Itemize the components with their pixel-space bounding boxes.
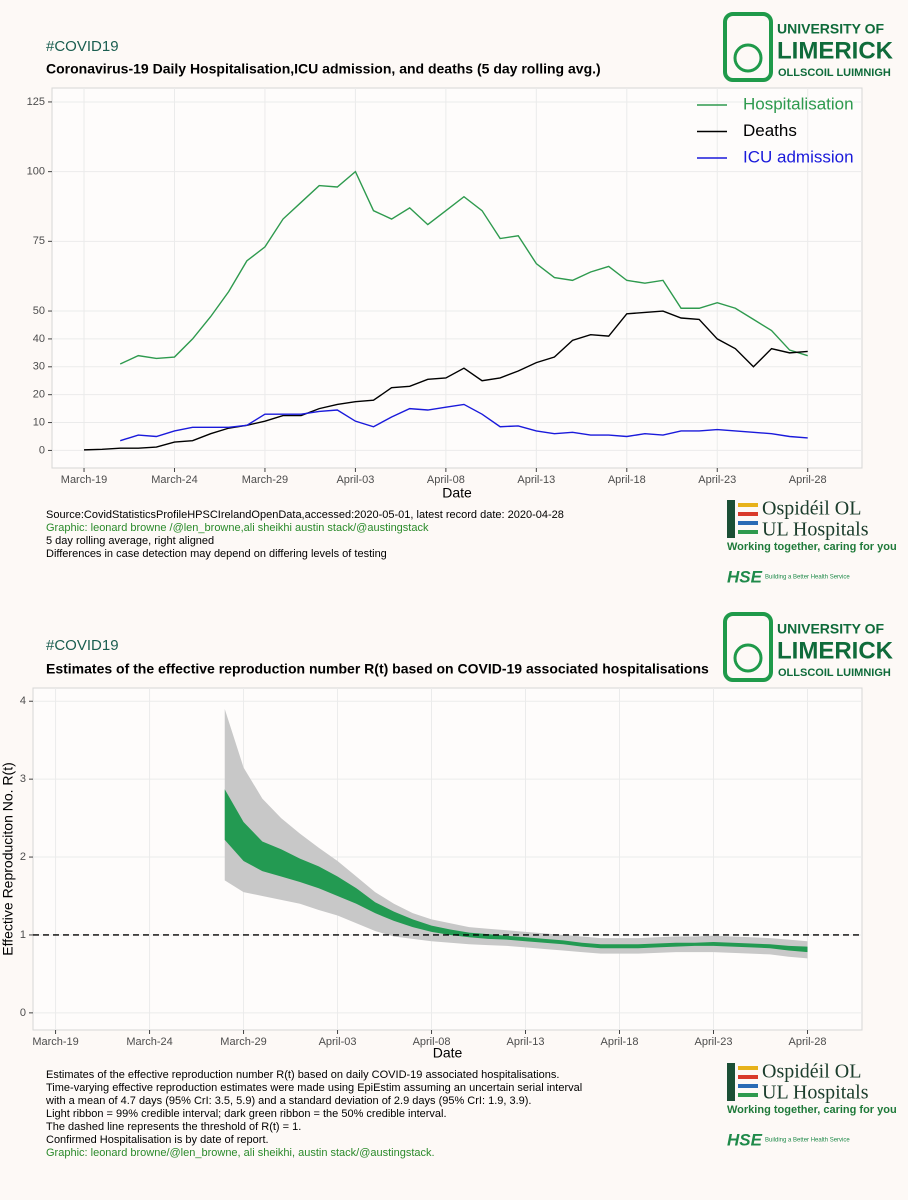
x-tick-label: April-13 <box>517 474 555 486</box>
x-tick-label: April-03 <box>336 474 374 486</box>
logo-text: LIMERICK <box>777 637 894 664</box>
y-tick-label: 20 <box>33 389 45 401</box>
x-tick-label: March-29 <box>220 1036 266 1048</box>
ul-emblem <box>733 43 763 73</box>
hospital-emblem <box>738 530 758 534</box>
x-tick-label: March-19 <box>32 1036 78 1048</box>
x-tick-label: April-28 <box>789 1036 827 1048</box>
logo-text: UL Hospitals <box>762 519 869 541</box>
x-tick-label: March-24 <box>151 474 197 486</box>
hospital-emblem <box>738 503 758 507</box>
y-tick-label: 100 <box>27 166 45 178</box>
footnote: The dashed line represents the threshold… <box>46 1121 301 1133</box>
footnote: Light ribbon = 99% credible interval; da… <box>46 1108 447 1120</box>
hospital-emblem <box>727 500 735 538</box>
plot-panel <box>32 687 863 1031</box>
logo-text: Working together, caring for you <box>727 1104 897 1116</box>
tag: #COVID19 <box>46 38 119 55</box>
logo-text: Ospidéil OL <box>762 1061 861 1083</box>
y-tick-label: 3 <box>20 773 26 785</box>
logo-text: Building a Better Health Service <box>765 575 850 581</box>
x-tick-label: April-13 <box>507 1036 545 1048</box>
ul-emblem <box>723 12 773 82</box>
logos: UNIVERSITY OF LIMERICK OLLSCOIL LUIMNIGH… <box>723 612 897 1149</box>
credible-ribbon <box>224 709 808 959</box>
logo-text: UNIVERSITY OF <box>777 621 885 637</box>
footnote: Graphic: leonard browne/@len_browne, ali… <box>46 1147 435 1159</box>
logo-text: HSE <box>727 567 763 586</box>
logo-text: OLLSCOIL LUIMNIGH <box>778 67 891 79</box>
logo-text: UL Hospitals <box>762 1082 869 1104</box>
y-tick-label: 125 <box>27 96 45 108</box>
legend-label: Deaths <box>743 121 797 140</box>
x-tick-label: April-08 <box>427 474 465 486</box>
footnote: Time-varying effective reproduction esti… <box>46 1082 582 1094</box>
y-tick-label: 0 <box>39 444 45 456</box>
x-tick-label: March-29 <box>242 474 288 486</box>
chart-title: Coronavirus-19 Daily Hospitalisation,ICU… <box>46 61 601 77</box>
logo-text: Ospidéil OL <box>762 498 861 520</box>
legend-label: Hospitalisation <box>743 94 854 113</box>
y-tick-label: 2 <box>20 851 26 863</box>
legend-label: ICU admission <box>743 147 854 166</box>
ul-emblem <box>723 612 773 682</box>
hospital-emblem <box>727 1063 735 1101</box>
footnote: Estimates of the effective reproduction … <box>46 1069 559 1081</box>
logo-text: UNIVERSITY OF <box>777 21 885 37</box>
logo-text: Working together, caring for you <box>727 541 897 553</box>
series-line <box>119 170 808 365</box>
x-tick-label: April-08 <box>413 1036 451 1048</box>
hospital-emblem <box>738 1066 758 1070</box>
y-tick-label: 75 <box>33 235 45 247</box>
footnote: Differences in case detection may depend… <box>46 548 387 560</box>
hospital-emblem <box>738 521 758 525</box>
x-axis-label: Date <box>433 1045 463 1061</box>
hospital-emblem <box>738 1084 758 1088</box>
x-tick-label: March-24 <box>126 1036 172 1048</box>
series-line <box>84 310 808 451</box>
hospital-emblem <box>738 1075 758 1079</box>
logo-text: HSE <box>727 1130 763 1149</box>
ul-emblem <box>733 643 763 673</box>
footnote: Graphic: leonard browne /@len_browne,ali… <box>46 522 429 534</box>
x-tick-label: March-19 <box>61 474 107 486</box>
hospital-emblem <box>738 1093 758 1097</box>
plot-panel <box>51 87 863 469</box>
y-tick-label: 50 <box>33 305 45 317</box>
chart-title: Estimates of the effective reproduction … <box>46 661 709 677</box>
y-tick-label: 30 <box>33 361 45 373</box>
y-tick-label: 1 <box>20 929 26 941</box>
tag: #COVID19 <box>46 637 119 654</box>
hospital-emblem <box>738 512 758 516</box>
y-tick-label: 0 <box>20 1007 26 1019</box>
y-axis-label: Effective Reproduciton No. R(t) <box>0 762 16 956</box>
x-tick-label: April-03 <box>319 1036 357 1048</box>
series-line <box>120 403 808 442</box>
logos: UNIVERSITY OF LIMERICK OLLSCOIL LUIMNIGH… <box>723 12 897 586</box>
x-tick-label: April-28 <box>789 474 827 486</box>
y-tick-label: 4 <box>20 695 26 707</box>
footnote: 5 day rolling average, right aligned <box>46 535 214 547</box>
logo-text: OLLSCOIL LUIMNIGH <box>778 667 891 679</box>
x-tick-label: April-18 <box>608 474 646 486</box>
logo-text: Building a Better Health Service <box>765 1138 850 1144</box>
footnote: with a mean of 4.7 days (95% CrI: 3.5, 5… <box>45 1095 532 1107</box>
footnote: Confirmed Hospitalisation is by date of … <box>46 1134 269 1146</box>
footnote: Source:CovidStatisticsProfileHPSCIreland… <box>46 509 564 521</box>
y-tick-label: 10 <box>33 416 45 428</box>
x-axis-label: Date <box>442 485 472 501</box>
y-tick-label: 40 <box>33 333 45 345</box>
logo-text: LIMERICK <box>777 37 894 64</box>
x-tick-label: April-18 <box>601 1036 639 1048</box>
x-tick-label: April-23 <box>698 474 736 486</box>
x-tick-label: April-23 <box>695 1036 733 1048</box>
